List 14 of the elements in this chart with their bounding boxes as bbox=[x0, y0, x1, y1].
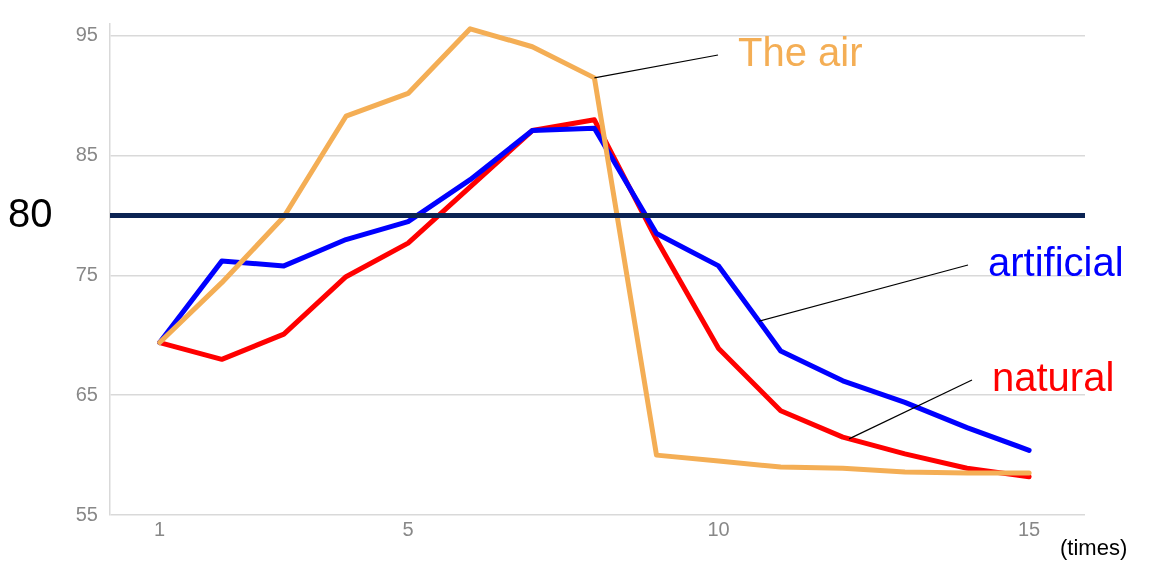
series-label: natural bbox=[992, 355, 1115, 400]
y-tick-label: 85 bbox=[75, 143, 98, 166]
y-tick-label: 65 bbox=[75, 382, 98, 405]
ref-line-label: 80 bbox=[8, 190, 53, 235]
x-tick-label: 10 bbox=[707, 517, 730, 540]
x-tick-label: 15 bbox=[1017, 517, 1041, 540]
x-axis-title: (times) bbox=[1060, 535, 1128, 561]
x-tick-label: 1 bbox=[154, 517, 166, 540]
text: artificial bbox=[988, 240, 1124, 285]
y-tick-label: 55 bbox=[75, 502, 98, 525]
x-tick-label: 5 bbox=[402, 517, 414, 540]
text: The air bbox=[738, 30, 863, 75]
y-tick-label: 95 bbox=[75, 23, 98, 46]
y-tick-label: 75 bbox=[75, 263, 98, 285]
